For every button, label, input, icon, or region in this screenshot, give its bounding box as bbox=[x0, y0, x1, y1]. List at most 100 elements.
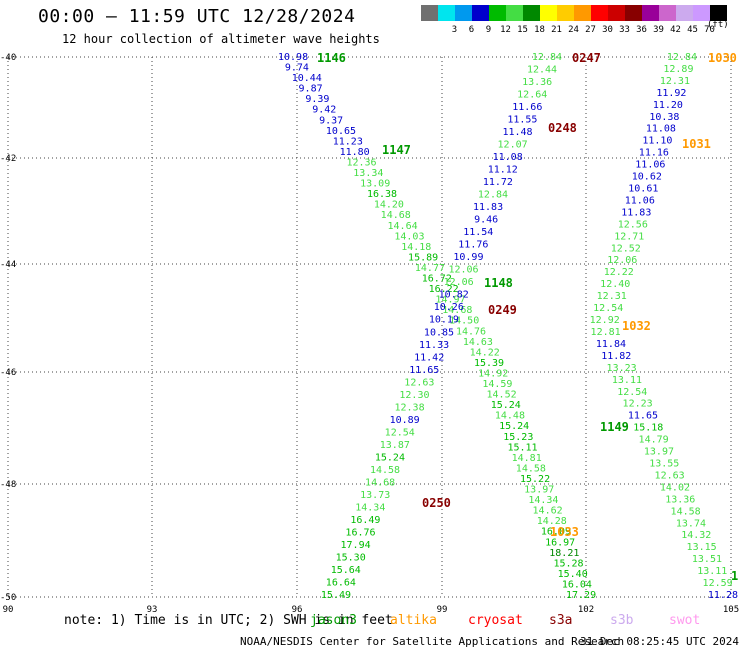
wave-height-value: 10.44 bbox=[292, 73, 322, 84]
wave-height-value: 9.37 bbox=[319, 115, 343, 126]
wave-height-value: 14.28 bbox=[537, 516, 567, 527]
wave-height-value: 14.03 bbox=[394, 231, 424, 242]
pass-time-label: 1148 bbox=[484, 276, 513, 290]
wave-height-value: 13.51 bbox=[692, 554, 722, 565]
wave-height-value: 12.23 bbox=[623, 399, 653, 410]
scale-tick-label: 24 bbox=[568, 25, 579, 35]
pass-time-label: 1147 bbox=[382, 143, 411, 157]
wave-height-value: 11.72 bbox=[483, 177, 513, 188]
longitude-tick-label: 99 bbox=[437, 605, 448, 615]
wave-height-value: 15.18 bbox=[633, 423, 663, 434]
wave-height-value: 14.77 bbox=[415, 263, 445, 274]
wave-height-value: 12.64 bbox=[517, 90, 547, 101]
wave-height-value: 10.65 bbox=[326, 126, 356, 137]
page-subtitle: 12 hour collection of altimeter wave hei… bbox=[62, 32, 380, 46]
wave-height-value: 9.74 bbox=[285, 63, 309, 74]
wave-height-value: 12.38 bbox=[394, 402, 424, 413]
wave-height-value: 11.06 bbox=[635, 160, 665, 171]
scale-tick-label: 3 bbox=[451, 25, 458, 35]
scale-swatch bbox=[455, 5, 472, 21]
wave-height-value: 12.92 bbox=[590, 315, 620, 326]
wave-height-value: 11.16 bbox=[639, 148, 669, 159]
wave-height-value: 10.19 bbox=[429, 315, 459, 326]
wave-height-value: 9.87 bbox=[299, 84, 323, 95]
wave-height-value: 12.81 bbox=[591, 327, 621, 338]
wave-height-value: 16.97 bbox=[545, 537, 575, 548]
scale-swatch bbox=[574, 5, 591, 21]
wave-height-value: 11.48 bbox=[502, 127, 532, 138]
wave-height-value: 12.30 bbox=[399, 390, 429, 401]
wave-height-value: 15.40 bbox=[558, 569, 588, 580]
scale-swatch bbox=[472, 5, 489, 21]
wave-height-value: 15.24 bbox=[499, 421, 529, 432]
wave-height-value: 13.09 bbox=[360, 179, 390, 190]
wave-height-value: 16.64 bbox=[326, 577, 356, 588]
longitude-tick-label: 93 bbox=[147, 605, 158, 615]
latitude-tick-label: -40 bbox=[0, 53, 16, 63]
wave-height-value: 13.87 bbox=[380, 440, 410, 451]
wave-height-value: 14.32 bbox=[681, 530, 711, 541]
satellite-legend-item: jason3 bbox=[310, 613, 357, 628]
wave-height-value: 14.34 bbox=[528, 495, 558, 506]
wave-height-value: 13.23 bbox=[607, 363, 637, 374]
wave-height-value: 12.36 bbox=[346, 157, 376, 168]
scale-swatch bbox=[540, 5, 557, 21]
wave-height-value: 9.42 bbox=[312, 105, 336, 116]
wave-height-value: 14.34 bbox=[355, 502, 385, 513]
pass-time-label: 0248 bbox=[548, 121, 577, 135]
wave-height-value: 14.18 bbox=[401, 242, 431, 253]
wave-height-value: 12.22 bbox=[604, 267, 634, 278]
wave-height-value: 11.42 bbox=[414, 352, 444, 363]
scale-tick-label: 70 bbox=[704, 25, 715, 35]
wave-height-value: 15.64 bbox=[331, 565, 361, 576]
wave-height-value: 12.71 bbox=[614, 231, 644, 242]
wave-height-value: 12.06 bbox=[607, 255, 637, 266]
wave-height-value: 16.22 bbox=[429, 284, 459, 295]
wave-height-value: 11.28 bbox=[708, 590, 738, 601]
latitude-tick-label: -46 bbox=[0, 368, 16, 378]
wave-height-value: 11.80 bbox=[340, 147, 370, 158]
wave-height-value: 13.97 bbox=[524, 485, 554, 496]
scale-tick-label: 30 bbox=[602, 25, 613, 35]
wave-height-value: 14.20 bbox=[374, 200, 404, 211]
wave-height-value: 13.15 bbox=[687, 542, 717, 553]
wave-height-value: 14.68 bbox=[365, 477, 395, 488]
scale-tick-label: 33 bbox=[619, 25, 630, 35]
wave-height-value: 13.73 bbox=[360, 490, 390, 501]
wave-height-value: 11.33 bbox=[419, 340, 449, 351]
wave-height-value: 12.06 bbox=[448, 265, 478, 276]
wave-height-value: 11.23 bbox=[333, 136, 363, 147]
wave-height-value: 15.24 bbox=[375, 452, 405, 463]
scale-swatch bbox=[489, 5, 506, 21]
scale-swatch bbox=[659, 5, 676, 21]
wave-height-value: 15.24 bbox=[491, 400, 521, 411]
scale-tick-label: 9 bbox=[485, 25, 492, 35]
wave-height-value: 16.72 bbox=[422, 274, 452, 285]
wave-height-value: 13.36 bbox=[665, 494, 695, 505]
satellite-legend-item: s3a bbox=[549, 613, 573, 628]
wave-height-value: 10.26 bbox=[434, 302, 464, 313]
wave-height-value: 15.22 bbox=[520, 474, 550, 485]
longitude-tick-label: 96 bbox=[292, 605, 303, 615]
wave-height-value: 14.97 bbox=[435, 295, 465, 306]
wave-height-value: 13.11 bbox=[697, 566, 727, 577]
latitude-tick-label: -48 bbox=[0, 480, 16, 490]
satellite-legend-item: swot bbox=[669, 613, 701, 628]
wave-height-value: 11.84 bbox=[596, 339, 626, 350]
scale-swatch bbox=[506, 5, 523, 21]
wave-height-value: 9.39 bbox=[305, 94, 329, 105]
wave-height-value: 11.08 bbox=[646, 124, 676, 135]
wave-height-value: 12.59 bbox=[703, 578, 733, 589]
wave-height-value: 14.48 bbox=[495, 411, 525, 422]
scale-tick-label: 21 bbox=[551, 25, 562, 35]
scale-tick-label: 42 bbox=[670, 25, 681, 35]
wave-height-value: 10.98 bbox=[278, 52, 308, 63]
wave-height-value: 11.83 bbox=[473, 202, 503, 213]
pass-time-label: 0249 bbox=[488, 303, 517, 317]
wave-height-value: 13.11 bbox=[612, 375, 642, 386]
satellite-legend-item: s3b bbox=[610, 613, 634, 628]
wave-height-value: 11.08 bbox=[493, 152, 523, 163]
scale-tick-label: 45 bbox=[687, 25, 698, 35]
wave-height-value: 11.06 bbox=[625, 195, 655, 206]
wave-height-value: 12.54 bbox=[593, 303, 623, 314]
